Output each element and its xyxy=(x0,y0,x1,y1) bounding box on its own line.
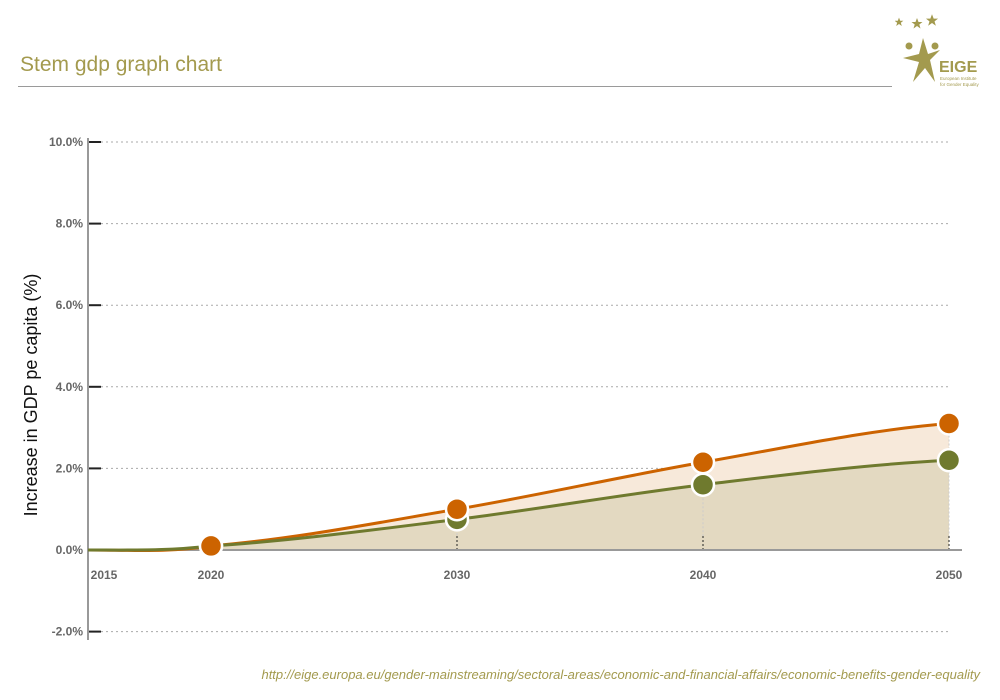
y-tick-label: 10.0% xyxy=(49,135,83,149)
svg-text:European Institute: European Institute xyxy=(940,76,977,81)
y-tick-label: -2.0% xyxy=(52,625,84,639)
y-tick-label: 6.0% xyxy=(56,298,84,312)
series-1-line xyxy=(87,458,950,552)
eige-logo: EIGE European Institute for Gender Equal… xyxy=(894,10,985,98)
y-tick-label: 8.0% xyxy=(56,217,84,231)
y-tick-label: 4.0% xyxy=(56,380,84,394)
x-tick-label: 2040 xyxy=(690,568,717,582)
series-1-area xyxy=(88,460,949,551)
page-title: Stem gdp graph chart xyxy=(20,53,222,76)
series-0-marker xyxy=(444,496,470,522)
y-tick-label: 0.0% xyxy=(56,543,84,557)
x-tick-label: 2015 xyxy=(91,568,118,582)
series-0-marker xyxy=(936,411,962,436)
series-markers xyxy=(198,411,962,559)
y-tick-label: 2.0% xyxy=(56,461,84,475)
grid-lines xyxy=(88,141,950,633)
area-fills xyxy=(88,423,949,551)
series-1-marker xyxy=(690,472,716,497)
x-tick-label: 2030 xyxy=(444,568,471,582)
logo-text: EIGE xyxy=(939,59,978,76)
series-0-marker xyxy=(198,533,224,559)
source-link[interactable]: http://eige.europa.eu/gender-mainstreami… xyxy=(261,667,980,682)
y-tick-labels: -2.0% 0.0% 2.0% 4.0% 6.0% 8.0% 10.0% xyxy=(49,135,83,639)
series-0-marker xyxy=(690,450,716,475)
svg-text:for Gender Equality: for Gender Equality xyxy=(940,82,980,87)
series-1-marker xyxy=(936,447,962,473)
x-tick-label: 2050 xyxy=(936,568,963,582)
x-tick-label: 2020 xyxy=(198,568,225,582)
series-lines xyxy=(87,422,950,553)
x-tick-labels: 2015 2020 2030 2040 2050 xyxy=(91,568,963,582)
y-axis-label: Increase in GDP pe capita (%) xyxy=(21,274,41,517)
title-divider xyxy=(18,86,892,87)
